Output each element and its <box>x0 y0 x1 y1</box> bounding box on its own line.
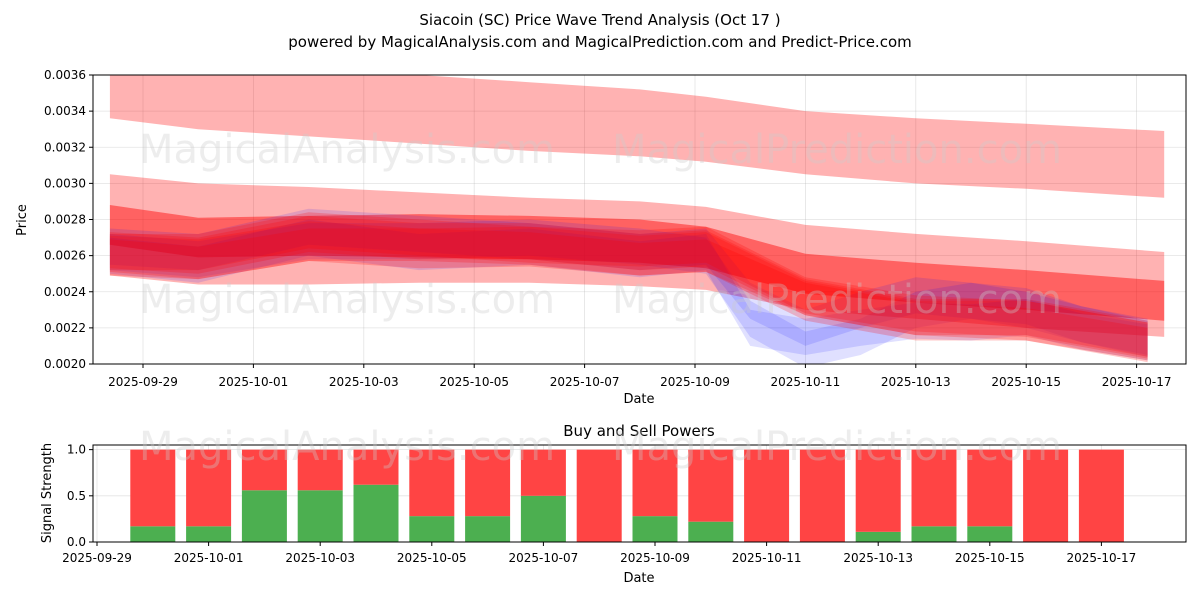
powers-x-tick-label: 2025-10-15 <box>955 551 1025 565</box>
prediction-band-1 <box>109 75 1165 198</box>
sell-bar <box>465 449 511 517</box>
sell-bar <box>855 449 901 532</box>
price-x-tick-label: 2025-10-05 <box>439 375 509 389</box>
buy-bar <box>409 516 455 542</box>
powers-x-tick-label: 2025-10-03 <box>285 551 355 565</box>
price-x-tick-label: 2025-10-17 <box>1102 375 1172 389</box>
buy-bar <box>130 526 176 542</box>
powers-x-tick-label: 2025-10-09 <box>620 551 690 565</box>
buy-bar <box>241 490 287 542</box>
prediction-band-3 <box>109 205 1165 321</box>
sell-bar <box>353 449 399 485</box>
watermark-analysis-bottom: MagicalAnalysis.com <box>139 424 555 470</box>
powers-x-tick-label: 2025-10-07 <box>509 551 579 565</box>
price-y-tick-label: 0.0026 <box>44 249 86 263</box>
sell-bar <box>911 449 957 527</box>
sell-bar <box>241 449 287 491</box>
buy-bar <box>688 521 734 542</box>
price-y-tick-label: 0.0024 <box>44 285 86 299</box>
sell-bar <box>744 449 790 542</box>
buy-bar <box>911 526 957 542</box>
price-wave-blue-3 <box>109 208 1148 355</box>
price-x-tick-label: 2025-10-11 <box>771 375 841 389</box>
sell-bar <box>688 449 734 522</box>
buy-bar <box>520 495 566 542</box>
powers-y-tick-label: 0.0 <box>67 535 86 549</box>
powers-y-label: Signal Strength <box>40 443 55 543</box>
powers-x-tick-label: 2025-10-01 <box>174 551 244 565</box>
price-y-label: Price <box>15 204 30 236</box>
powers-title: Buy and Sell Powers <box>563 422 715 440</box>
buy-bar <box>297 490 343 542</box>
chart-subtitle: powered by MagicalAnalysis.com and Magic… <box>288 33 912 51</box>
powers-y-tick-label: 1.0 <box>67 443 86 457</box>
price-x-tick-label: 2025-10-03 <box>329 375 399 389</box>
price-y-tick-label: 0.0020 <box>44 357 86 371</box>
price-y-tick-label: 0.0030 <box>44 176 86 190</box>
buy-bar <box>465 516 511 542</box>
sell-bar <box>130 449 176 527</box>
watermark-prediction-mid: MagicalPrediction.com <box>612 277 1062 323</box>
sell-bar <box>520 449 566 496</box>
chart-title: Siacoin (SC) Price Wave Trend Analysis (… <box>419 11 780 29</box>
price-wave-red-4 <box>109 221 1148 363</box>
powers-x-tick-label: 2025-10-17 <box>1067 551 1137 565</box>
price-x-tick-label: 2025-10-13 <box>881 375 951 389</box>
prediction-band-2 <box>109 174 1165 337</box>
watermark-analysis-top: MagicalAnalysis.com <box>139 127 555 173</box>
buy-bar <box>855 531 901 542</box>
buy-bar <box>353 484 399 542</box>
price-wave-red-6 <box>109 212 1148 359</box>
powers-axes-frame <box>92 444 1187 543</box>
buy-bar <box>186 526 232 542</box>
sell-bar <box>1023 449 1069 542</box>
price-y-tick-label: 0.0034 <box>44 104 86 118</box>
price-wave-blue-1 <box>109 219 1148 361</box>
powers-x-tick-label: 2025-10-13 <box>843 551 913 565</box>
price-wave-red-7 <box>109 228 1148 361</box>
sell-bar <box>297 449 343 491</box>
sell-bar <box>186 449 232 527</box>
price-wave-red-5 <box>109 215 1148 357</box>
powers-y-tick-label: 0.5 <box>67 489 86 503</box>
price-x-tick-label: 2025-10-07 <box>550 375 620 389</box>
sell-bar <box>409 449 455 517</box>
price-x-label: Date <box>623 392 654 407</box>
price-wave-blue-2 <box>109 219 1148 364</box>
price-y-tick-label: 0.0028 <box>44 213 86 227</box>
watermark-analysis-mid: MagicalAnalysis.com <box>139 277 555 323</box>
powers-bars <box>130 449 1124 542</box>
price-y-tick-label: 0.0032 <box>44 140 86 154</box>
powers-x-tick-label: 2025-10-11 <box>732 551 802 565</box>
price-x-tick-label: 2025-10-15 <box>991 375 1061 389</box>
watermark-prediction-bottom: MagicalPrediction.com <box>612 424 1062 470</box>
price-series <box>109 75 1165 364</box>
powers-x-tick-label: 2025-10-05 <box>397 551 467 565</box>
sell-bar <box>799 449 845 542</box>
price-y-tick-label: 0.0036 <box>44 68 86 82</box>
price-x-tick-label: 2025-09-29 <box>108 375 178 389</box>
price-x-tick-label: 2025-10-01 <box>219 375 289 389</box>
watermark-prediction-top: MagicalPrediction.com <box>612 127 1062 173</box>
sell-bar <box>1078 449 1124 542</box>
buy-bar <box>967 526 1013 542</box>
price-ticks: 2025-09-29 2025-10-01 2025-10-03 2025-10-05… <box>44 68 1171 389</box>
powers-x-tick-label: 2025-09-29 <box>62 551 132 565</box>
sell-bar <box>967 449 1013 527</box>
sell-bar <box>576 449 622 542</box>
buy-bar <box>632 516 678 542</box>
sell-bar <box>632 449 678 517</box>
price-y-tick-label: 0.0022 <box>44 321 86 335</box>
price-x-tick-label: 2025-10-09 <box>660 375 730 389</box>
powers-ticks: 2025-09-29 2025-10-01 2025-10-03 2025-10-05… <box>62 443 1136 565</box>
powers-x-label: Date <box>623 571 654 586</box>
